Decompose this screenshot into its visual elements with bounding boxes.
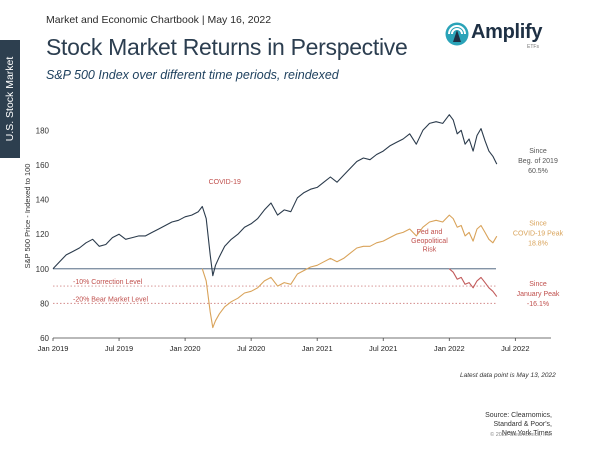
series-line-0 bbox=[52, 114, 498, 277]
x-tick-label: Jan 2019 bbox=[38, 344, 69, 353]
x-tick-label: Jan 2021 bbox=[302, 344, 333, 353]
page-title: Stock Market Returns in Perspective bbox=[46, 34, 408, 60]
latest-data-note: Latest data point is May 13, 2022 bbox=[460, 372, 556, 379]
y-tick-label: 160 bbox=[36, 161, 50, 170]
chart-annotation: Geopolitical bbox=[411, 238, 448, 245]
chart-annotation: Risk bbox=[423, 246, 437, 253]
source-note: Source: Clearnomics, Standard & Poor's, … bbox=[485, 411, 552, 438]
y-tick-label: 140 bbox=[36, 196, 50, 205]
chart-annotation: COVID-19 bbox=[209, 179, 241, 186]
x-tick-label: Jul 2020 bbox=[237, 344, 265, 353]
chartbook-header: Market and Economic Chartbook | May 16, … bbox=[46, 14, 272, 26]
source-line: Source: Clearnomics, bbox=[485, 412, 552, 419]
end-label: -16.1% bbox=[527, 301, 549, 308]
x-tick-label: Jul 2021 bbox=[369, 344, 397, 353]
end-label: January Peak bbox=[517, 291, 560, 298]
y-tick-label: 80 bbox=[40, 299, 49, 308]
end-label: 18.8% bbox=[528, 241, 548, 248]
side-section-tab: U.S. Stock Market bbox=[0, 40, 20, 158]
end-label: Since bbox=[529, 148, 547, 155]
signal-waves-icon bbox=[445, 22, 469, 46]
x-tick-label: Jul 2022 bbox=[501, 344, 529, 353]
threshold-label: -10% Correction Level bbox=[73, 279, 143, 286]
x-tick-label: Jan 2020 bbox=[170, 344, 201, 353]
source-line: New York Times bbox=[501, 430, 552, 437]
end-label: 60.5% bbox=[528, 168, 548, 175]
logo-suffix: ETFs bbox=[527, 44, 539, 50]
series-line-1 bbox=[201, 214, 498, 329]
chart-annotation: Fed and bbox=[417, 229, 443, 236]
copyright-note: © 2022 Clearnomics, Inc. bbox=[490, 432, 552, 438]
source-line: Standard & Poor's, bbox=[493, 421, 552, 428]
page-subtitle: S&P 500 Index over different time period… bbox=[46, 68, 339, 82]
logo-wordmark: Amplify bbox=[471, 21, 543, 43]
series-line-2 bbox=[448, 268, 498, 297]
x-tick-label: Jul 2019 bbox=[105, 344, 133, 353]
y-tick-label: 180 bbox=[36, 126, 50, 135]
end-label: Beg. of 2019 bbox=[518, 158, 558, 165]
end-label: Since bbox=[529, 281, 547, 288]
x-tick-label: Jan 2022 bbox=[434, 344, 465, 353]
end-label: Since bbox=[529, 221, 547, 228]
y-tick-label: 120 bbox=[36, 230, 50, 239]
y-tick-label: 60 bbox=[40, 334, 49, 343]
y-tick-label: 100 bbox=[36, 265, 50, 274]
end-label: COVID-19 Peak bbox=[513, 231, 564, 238]
threshold-label: -20% Bear Market Level bbox=[73, 296, 149, 303]
amplify-logo: Amplify ETFs bbox=[445, 21, 545, 51]
y-axis-label: S&P 500 Price - Indexed to 100 bbox=[23, 164, 32, 269]
